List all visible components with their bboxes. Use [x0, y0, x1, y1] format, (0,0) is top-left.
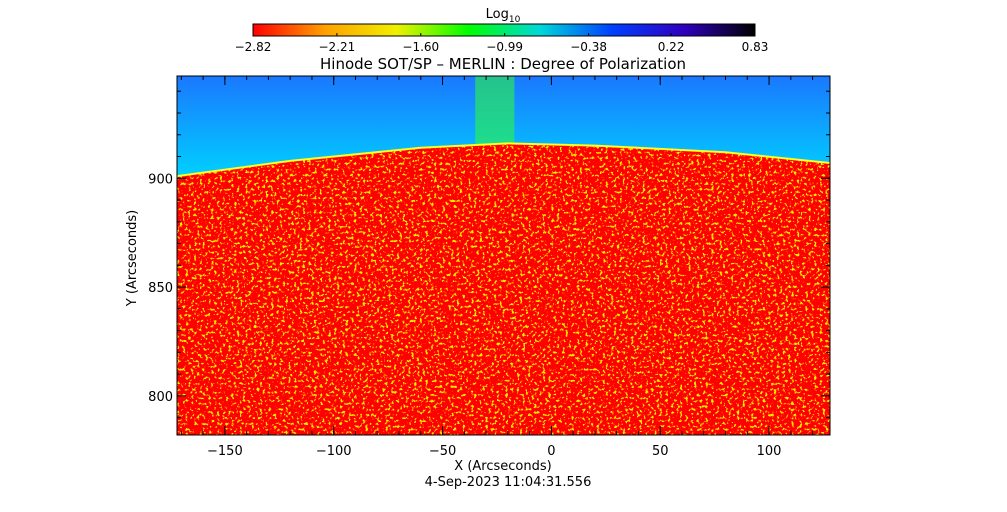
x-axis: −150 −100 −50 0 50 100: [180, 76, 814, 459]
colorbar-label: Log10: [486, 7, 521, 25]
y-tick-label: 900: [148, 172, 173, 187]
colorbar-tick-label: −0.99: [486, 40, 523, 54]
x-tick-label: 0: [547, 444, 555, 459]
colorbar-tick-label: −2.82: [235, 40, 272, 54]
y-tick-label: 800: [148, 390, 173, 405]
y-axis: 800 850 900: [148, 90, 830, 419]
y-axis-label: Y (Arcseconds): [125, 210, 140, 307]
plage-speckles: [177, 143, 830, 435]
x-axis-label: X (Arcseconds): [454, 459, 551, 474]
x-tick-label: −150: [207, 444, 243, 459]
polarization-map: [177, 76, 830, 435]
colorbar-tick-label: 0.22: [658, 40, 685, 54]
colorbar-tick-label: −1.60: [402, 40, 439, 54]
timestamp: 4-Sep-2023 11:04:31.556: [425, 475, 592, 490]
y-tick-label: 850: [148, 281, 173, 296]
solar-limb: [177, 142, 830, 178]
plot-frame: [176, 75, 831, 436]
x-tick-label: −100: [316, 444, 352, 459]
colorbar-tick-label: −2.21: [319, 40, 356, 54]
colorbar: Log10 −2.82 −2.21 −1.60 −0.99 −0.38 0.22 0.83: [235, 7, 769, 54]
x-tick-label: 50: [652, 444, 669, 459]
x-tick-label: 100: [757, 444, 782, 459]
x-tick-label: −50: [429, 444, 456, 459]
colorbar-tick-label: 0.83: [742, 40, 769, 54]
chart-title: Hinode SOT/SP – MERLIN : Degree of Polar…: [320, 55, 686, 73]
colorbar-tick-label: −0.38: [570, 40, 607, 54]
colorbar-gradient: [252, 23, 756, 37]
